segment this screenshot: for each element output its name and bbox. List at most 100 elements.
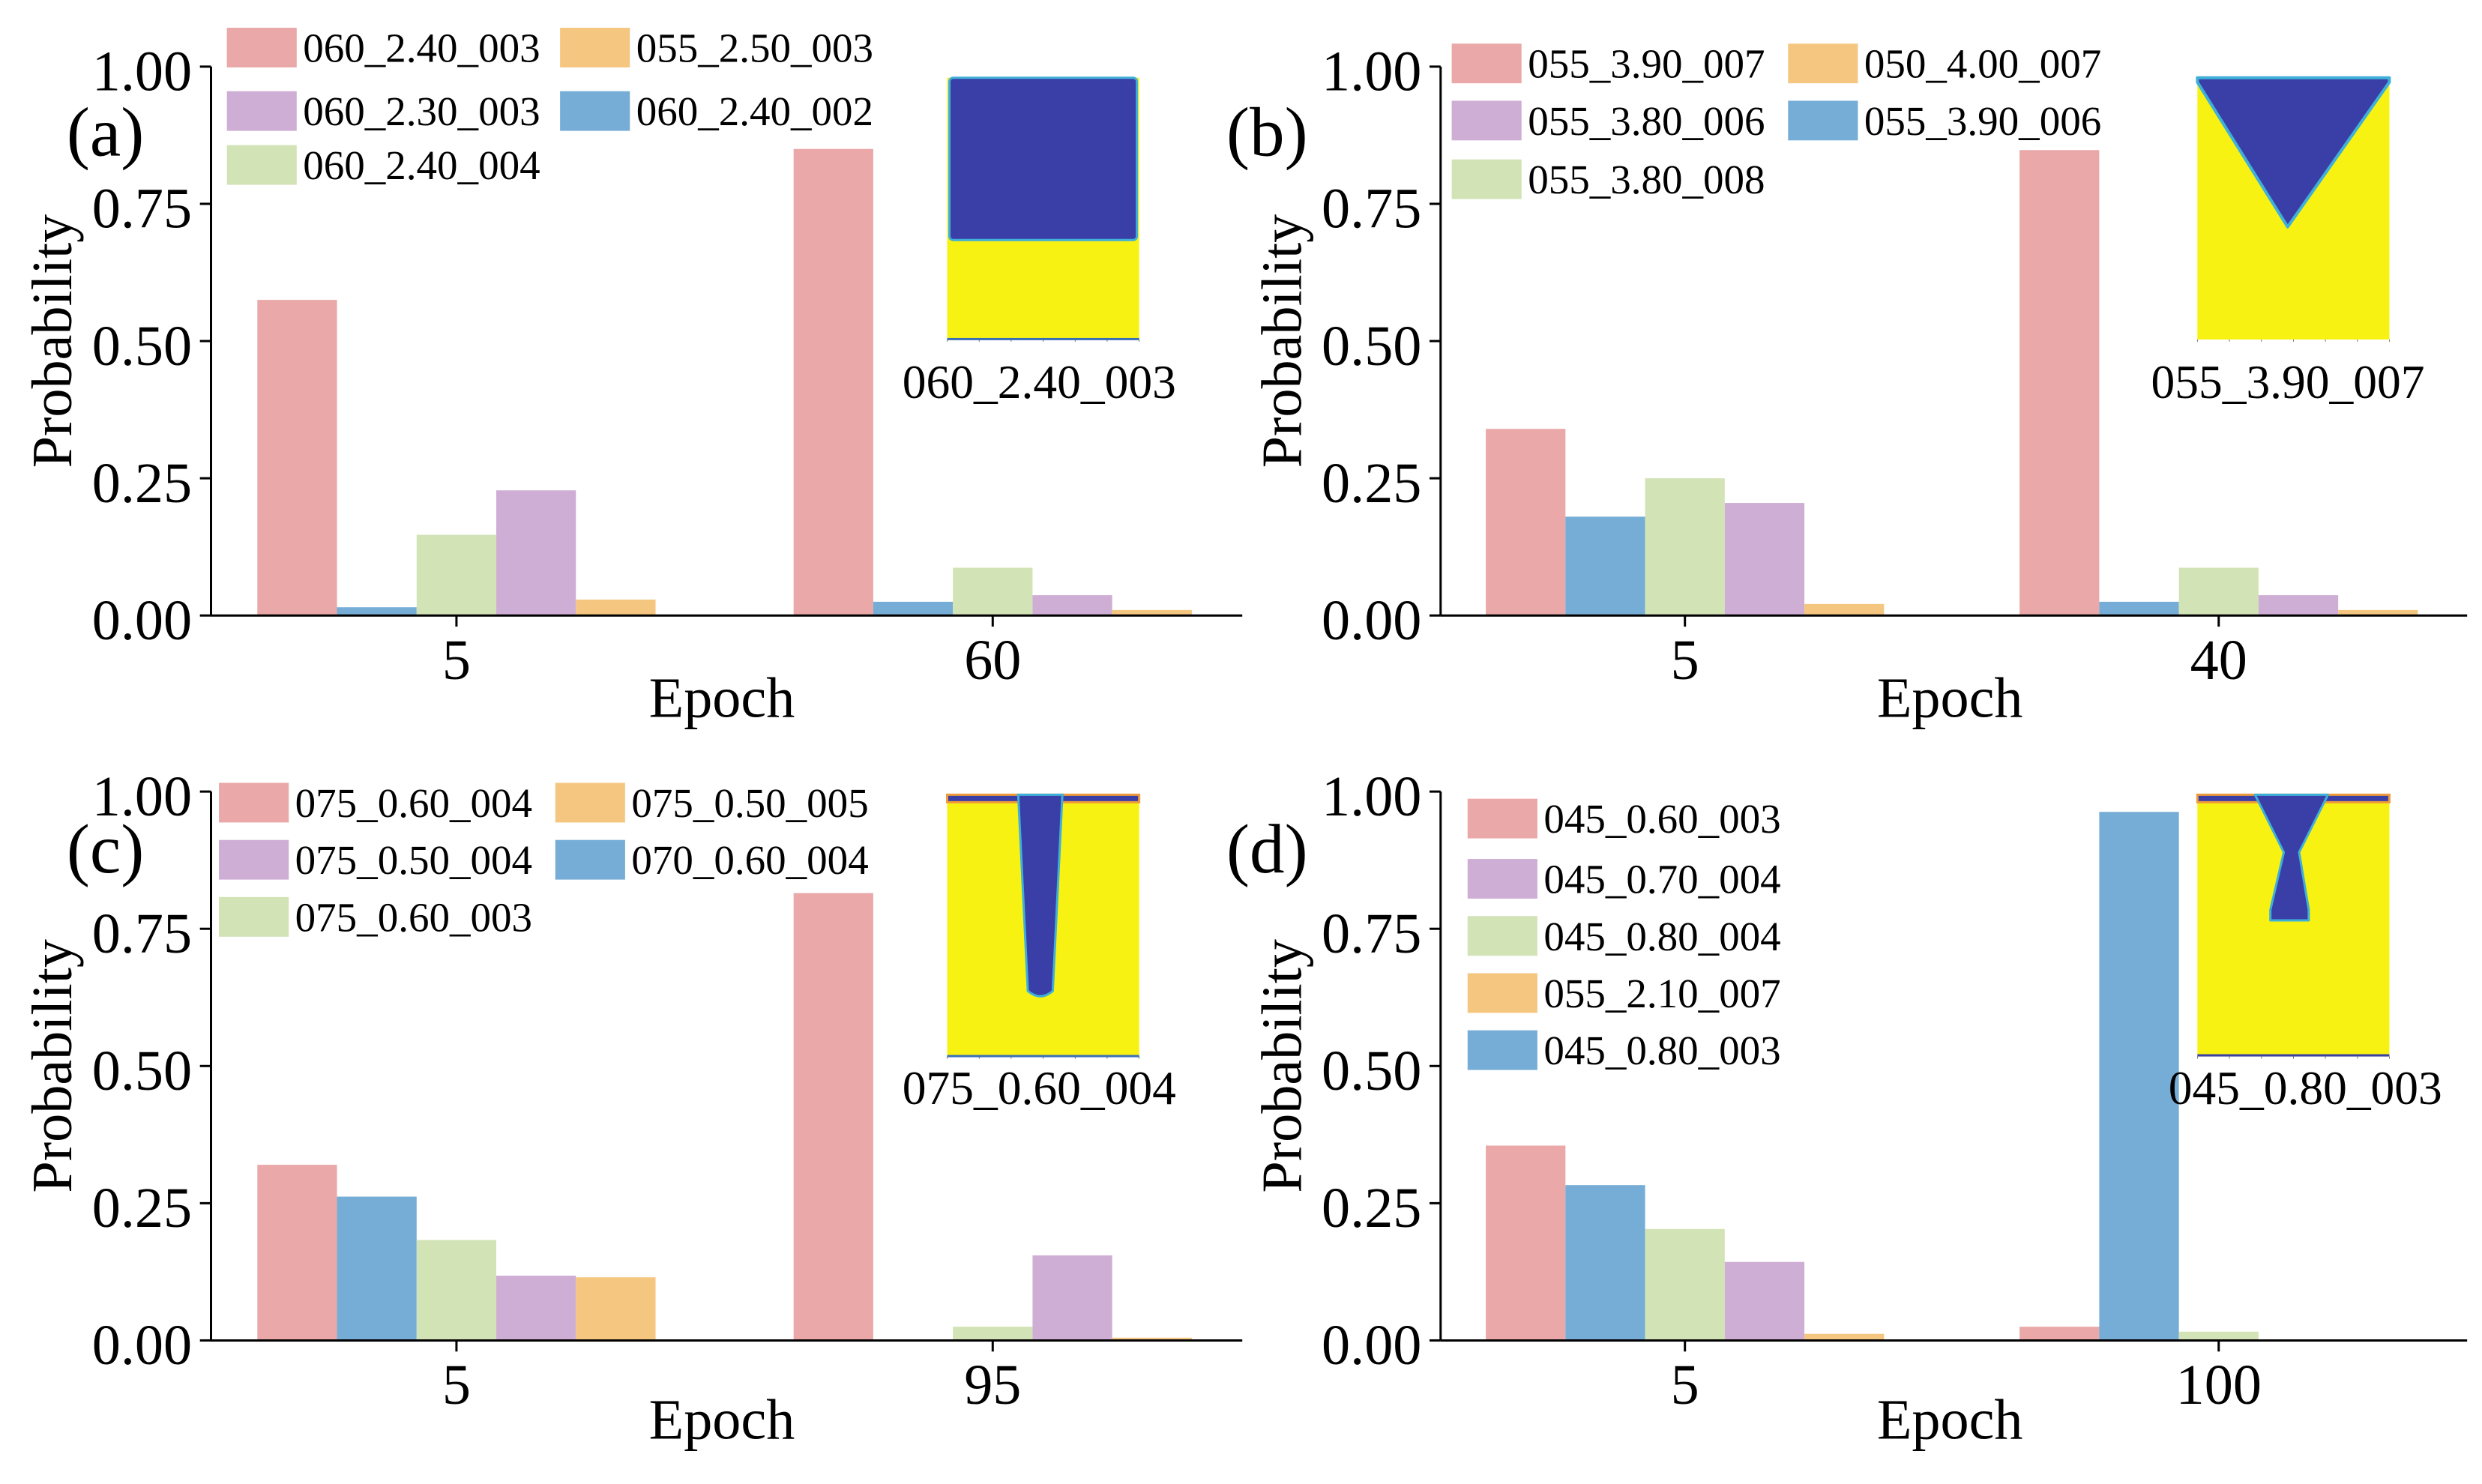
panel-c-bar	[496, 1276, 576, 1341]
panel-b-bar	[2258, 595, 2339, 616]
panel-b-legend-label: 055_3.90_007	[1528, 41, 1765, 87]
panel-c-bar	[416, 1240, 497, 1341]
panel-d-inset-label: 045_0.80_003	[2169, 1061, 2442, 1114]
panel-b-y-axis-label: Probability	[1251, 214, 1314, 468]
bars-layer	[257, 148, 2418, 1341]
panel-d-x-axis-label: Epoch	[1877, 1389, 2023, 1452]
panel-c-inset-label: 075_0.60_004	[903, 1061, 1176, 1114]
panel-b-legend-swatch	[1451, 159, 1522, 199]
panel-b-bar	[2019, 150, 2100, 616]
panel-a-x-tick-label: 5	[442, 629, 471, 692]
panel-c-bar	[1112, 1337, 1192, 1341]
panel-a-x-axis-label: Epoch	[649, 667, 795, 730]
panel-a-legend-label: 060_2.40_003	[303, 25, 540, 71]
panel-d-bar	[1724, 1261, 1805, 1341]
panel-b-bar	[2099, 601, 2179, 616]
panel-c-y-tick-label: 0.00	[92, 1314, 192, 1377]
panel-a-legend-swatch	[226, 145, 297, 185]
panel-c-y-tick-label: 0.25	[92, 1177, 192, 1240]
panel-c-x-tick-label: 95	[964, 1354, 1021, 1417]
panel-a-bar	[953, 567, 1033, 616]
panel-c-legend-swatch	[219, 839, 289, 880]
panel-b-x-tick-label: 40	[2190, 629, 2247, 692]
panel-d-legend-label: 045_0.60_003	[1543, 796, 1780, 842]
panel-d-legend-swatch	[1467, 859, 1537, 899]
panel-b-legend-swatch	[1451, 43, 1522, 84]
panel-d-legend-label: 045_0.80_003	[1543, 1028, 1780, 1073]
axes-layer: 0.00 0.25 0.50 0.75 1.00 5 60 Epoch Probability (…	[21, 40, 2468, 1452]
panel-a-y-tick-label: 0.75	[92, 178, 192, 241]
panel-a-legend-swatch	[560, 28, 630, 67]
panel-a-inset-baseline	[947, 337, 1139, 340]
panel-a-bar	[576, 599, 656, 616]
panel-a-y-tick-label: 1.00	[92, 40, 192, 103]
panel-c-legend-swatch	[555, 782, 625, 823]
panel-c-bar	[953, 1327, 1033, 1341]
panel-d-legend-swatch	[1467, 1030, 1537, 1070]
panel-c-bar	[337, 1196, 417, 1341]
panel-b-x-tick-label: 5	[1671, 629, 1699, 692]
panel-b-bar	[1565, 516, 1645, 616]
panel-c-x-tick-label: 5	[442, 1354, 471, 1417]
panel-a-legend-swatch	[226, 91, 297, 131]
panel-c-legend-swatch	[219, 782, 289, 823]
panel-b-inset-label: 055_3.90_007	[2151, 355, 2424, 408]
panel-d-x-tick-label: 100	[2176, 1354, 2262, 1417]
panel-b-bar	[1724, 503, 1805, 616]
panel-d-x-tick-label: 5	[1671, 1354, 1699, 1417]
panel-c-inset-baseline	[947, 1055, 1139, 1058]
panel-a-legend-label: 055_2.50_003	[636, 25, 873, 71]
panel-d-y-tick-label: 0.50	[1322, 1040, 1421, 1103]
panel-b-y-tick-label: 0.00	[1322, 589, 1421, 652]
panel-b-y-tick-label: 0.75	[1322, 178, 1421, 241]
panel-a-bar	[416, 534, 497, 616]
panel-b-legend-label: 050_4.00_007	[1864, 41, 2101, 87]
panel-d-legend-swatch	[1467, 973, 1537, 1013]
panel-c-y-tick-label: 0.50	[92, 1040, 192, 1103]
panel-c-bar	[793, 893, 873, 1341]
panel-b-legend-label: 055_3.80_006	[1528, 98, 1765, 144]
panel-c-x-axis-label: Epoch	[649, 1389, 795, 1452]
panel-a-bar	[793, 148, 873, 616]
panel-a-inset-cavity	[948, 76, 1139, 241]
panel-c-bar	[1032, 1255, 1112, 1341]
panel-c-legend-swatch	[555, 839, 625, 880]
panel-a-legend-label: 060_2.30_003	[303, 88, 540, 134]
panel-b-letter: (b)	[1226, 94, 1308, 171]
panel-a-legend-swatch	[560, 91, 630, 131]
panel-c-y-axis-label: Probability	[21, 939, 84, 1193]
panel-b-legend-label: 055_3.80_008	[1528, 157, 1765, 202]
panel-a-bar	[1032, 595, 1112, 616]
inset-layer: 060_2.40_003 055_3.90_007 075_0.60_004 045_…	[903, 76, 2442, 1114]
panel-c-legend-label: 070_0.60_004	[631, 837, 868, 883]
panel-c-inset-cavity	[1016, 793, 1064, 998]
panel-c-legend-label: 075_0.50_004	[295, 837, 532, 883]
panel-b-legend-label: 055_3.90_006	[1864, 98, 2101, 144]
panel-a-legend-label: 060_2.40_002	[636, 88, 873, 134]
panel-b-bar	[2178, 567, 2259, 616]
panel-c-legend-label: 075_0.50_005	[631, 780, 868, 826]
panel-a-bar	[873, 601, 954, 616]
panel-a-y-tick-label: 0.50	[92, 315, 192, 378]
panel-a-bar	[257, 300, 337, 616]
panel-c-y-tick-label: 0.75	[92, 902, 192, 965]
panel-b-inset-cavity	[2196, 76, 2391, 229]
panel-d-bar	[2178, 1331, 2259, 1341]
panel-b-bar	[1645, 478, 1725, 616]
panel-b-y-tick-label: 0.25	[1322, 452, 1421, 515]
panel-c-bar	[576, 1277, 656, 1341]
panel-a-y-axis-label: Probability	[21, 214, 84, 468]
panel-a-bar	[1112, 609, 1192, 616]
panel-b-bar	[1486, 429, 1566, 616]
panel-d-letter: (d)	[1226, 811, 1308, 888]
panel-c-legend-swatch	[219, 896, 289, 937]
panel-d-legend-label: 055_2.10_007	[1543, 971, 1780, 1016]
panel-a-y-tick-label: 0.00	[92, 589, 192, 652]
panel-d-bar	[1804, 1333, 1885, 1341]
panel-d-bar	[2019, 1327, 2100, 1341]
panel-b-bar	[1804, 603, 1885, 616]
panel-b-x-axis-label: Epoch	[1877, 667, 2023, 730]
panel-d-legend-label: 045_0.80_004	[1543, 914, 1780, 959]
panel-a-legend-label: 060_2.40_004	[303, 142, 540, 188]
